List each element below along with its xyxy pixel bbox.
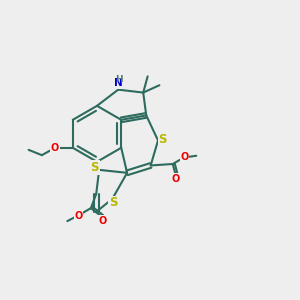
Text: S: S: [91, 161, 99, 174]
Text: S: S: [158, 133, 167, 146]
Text: O: O: [98, 215, 106, 226]
Text: O: O: [181, 152, 189, 162]
Text: O: O: [51, 143, 59, 153]
Text: S: S: [109, 196, 118, 209]
Text: O: O: [75, 211, 83, 220]
Text: H: H: [115, 75, 122, 84]
Text: O: O: [172, 174, 180, 184]
Text: N: N: [114, 78, 123, 88]
